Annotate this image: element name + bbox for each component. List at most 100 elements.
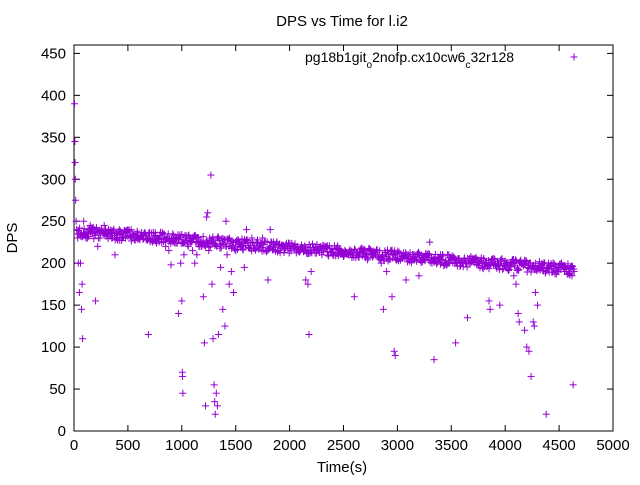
legend-plus-marker [570,53,578,61]
data-point [334,242,342,250]
data-point [391,351,399,359]
y-tick-label: 300 [41,171,66,188]
data-point [363,256,371,264]
data-point [76,224,84,232]
data-point [569,381,577,389]
data-point [485,297,493,305]
data-point [523,258,531,266]
data-point [206,242,214,250]
y-tick-label: 100 [41,339,66,356]
data-point [213,402,221,410]
x-tick-label: 4500 [542,437,575,454]
legend: pg18b1gito2nofp.cx10cw6c32r128 [305,49,578,71]
data-point [565,270,573,278]
data-point [175,310,183,318]
data-point [230,289,238,297]
data-point [221,322,229,330]
data-point [512,280,520,288]
data-point [480,254,488,262]
data-point [496,301,504,309]
data-point [281,246,289,254]
data-point [189,247,197,255]
data-points [71,100,578,418]
legend-subscript: c [465,60,470,71]
y-tick-label: 400 [41,87,66,104]
data-point [83,234,91,242]
data-point [444,259,452,267]
legend-label: pg18b1gito2nofp.cx10cw6c32r128 [305,49,514,71]
data-point [394,247,402,255]
data-point [125,227,133,235]
data-point [521,326,529,334]
data-point [213,242,221,250]
data-point [563,265,571,273]
y-tick-label: 450 [41,45,66,62]
data-point [180,251,188,259]
x-tick-label: 2000 [273,437,306,454]
data-point [239,245,247,253]
data-point [236,240,244,248]
data-point [383,268,391,276]
data-point [75,289,83,297]
data-point [225,280,233,288]
data-point [226,234,234,242]
x-tick-label: 2500 [327,437,360,454]
data-point [266,226,274,234]
data-point [144,331,152,338]
data-point [379,305,387,313]
data-point [207,171,215,179]
y-tick-label: 0 [58,423,66,440]
data-point [304,280,312,288]
data-point [239,246,247,254]
data-point [515,266,523,274]
data-point [522,257,530,265]
data-point [191,259,199,267]
data-point [242,226,250,234]
data-point [205,243,213,251]
data-point [253,236,261,244]
data-point [72,217,80,225]
data-point [452,339,460,347]
data-point [210,381,218,389]
x-tick-label: 3000 [381,437,414,454]
legend-text-part: pg18b1git [305,49,367,65]
x-tick-label: 0 [70,437,78,454]
data-point [415,272,423,280]
data-point [435,254,443,262]
data-point [534,301,542,309]
data-point [200,339,208,347]
data-point [305,240,313,248]
y-tick-label: 200 [41,255,66,272]
data-point [514,310,522,318]
data-point [94,242,102,250]
data-point [552,262,560,270]
data-point [214,331,222,338]
data-point [515,318,523,326]
data-point [230,244,238,252]
data-point [211,398,219,406]
data-point [179,389,187,397]
data-point [450,254,458,262]
data-point [350,293,358,301]
data-point [179,372,187,380]
data-point [76,259,84,267]
data-point [438,255,446,263]
data-point [74,234,82,242]
x-tick-label: 500 [115,437,140,454]
data-point [127,237,135,245]
data-point [165,247,173,255]
data-point [495,260,503,268]
data-point [363,249,371,257]
data-point [308,240,316,248]
data-point [355,253,363,261]
legend-text-part: 32r128 [470,49,514,65]
data-point [195,234,203,242]
data-point [199,293,207,301]
data-point [463,263,471,271]
x-tick-label: 5000 [596,437,629,454]
data-point [322,242,330,250]
data-point [369,253,377,261]
data-point [264,276,272,284]
legend-marker-plus [570,53,578,61]
data-point [193,251,201,259]
